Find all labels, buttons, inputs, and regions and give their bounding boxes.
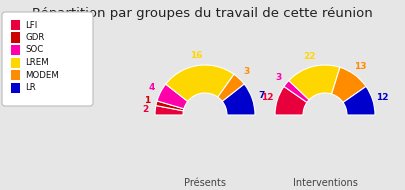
Text: 2: 2 [142, 105, 148, 114]
Bar [11, 70, 20, 80]
Text: LFI: LFI [25, 21, 37, 29]
Text: 13: 13 [354, 62, 367, 71]
Wedge shape [156, 101, 184, 111]
Text: 12: 12 [376, 93, 388, 101]
Bar [11, 82, 20, 93]
Text: LR: LR [25, 83, 36, 92]
Wedge shape [284, 81, 309, 102]
Wedge shape [343, 86, 375, 115]
Text: 3: 3 [275, 73, 281, 82]
Text: GDR: GDR [25, 33, 45, 42]
Text: 22: 22 [304, 52, 316, 61]
Text: 12: 12 [262, 93, 274, 101]
Bar [11, 58, 20, 67]
Wedge shape [218, 74, 244, 101]
Text: 4: 4 [149, 83, 155, 92]
Text: MODEM: MODEM [25, 70, 59, 79]
Bar [11, 45, 20, 55]
Wedge shape [332, 67, 366, 102]
Text: 7: 7 [258, 91, 265, 100]
Text: Présents: Présents [184, 178, 226, 188]
Bar [11, 20, 20, 30]
Text: 1: 1 [143, 96, 150, 105]
Text: 16: 16 [190, 51, 203, 60]
Wedge shape [166, 65, 234, 101]
Wedge shape [157, 84, 188, 109]
Wedge shape [155, 105, 183, 115]
Text: Interventions: Interventions [292, 178, 358, 188]
Wedge shape [289, 65, 340, 100]
Text: Répartition par groupes du travail de cette réunion: Répartition par groupes du travail de ce… [32, 7, 373, 20]
Bar [11, 32, 20, 43]
FancyBboxPatch shape [2, 12, 93, 106]
Wedge shape [275, 86, 307, 115]
Text: SOC: SOC [25, 45, 43, 55]
Wedge shape [222, 84, 255, 115]
Text: 3: 3 [243, 67, 249, 76]
Text: LREM: LREM [25, 58, 49, 67]
